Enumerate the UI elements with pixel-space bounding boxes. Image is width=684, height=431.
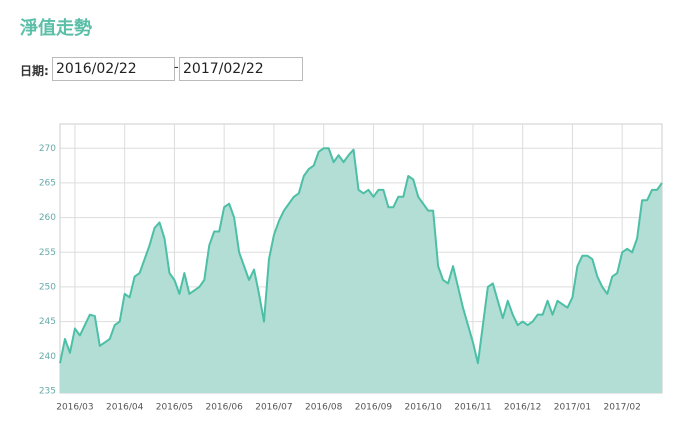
nav-line bbox=[59, 147, 663, 365]
x-tick-label: 2016/03 bbox=[56, 403, 93, 413]
date-label: 日期: bbox=[20, 64, 49, 78]
x-tick-label: 2016/08 bbox=[305, 403, 343, 413]
x-tick-label: 2016/04 bbox=[106, 403, 144, 413]
y-tick-label: 245 bbox=[39, 317, 56, 327]
y-tick-label: 235 bbox=[39, 386, 56, 396]
x-tick-label: 2016/09 bbox=[355, 403, 393, 413]
x-tick-label: 2016/07 bbox=[255, 403, 292, 413]
y-tick-label: 250 bbox=[39, 282, 56, 292]
x-tick-label: 2016/05 bbox=[156, 403, 193, 413]
y-tick-label: 260 bbox=[39, 213, 56, 223]
x-tick-label: 2016/12 bbox=[504, 403, 541, 413]
x-tick-label: 2016/11 bbox=[454, 403, 491, 413]
area-fill bbox=[60, 148, 662, 393]
y-tick-label: 240 bbox=[39, 352, 56, 362]
y-tick-label: 265 bbox=[39, 178, 56, 188]
x-tick-label: 2016/06 bbox=[205, 403, 243, 413]
x-tick-label: 2016/10 bbox=[404, 403, 442, 413]
page-title: 淨值走勢 bbox=[20, 18, 92, 39]
end-date-input[interactable]: 2017/02/22 bbox=[179, 57, 303, 81]
y-tick-label: 270 bbox=[39, 144, 56, 154]
x-tick-label: 2017/02 bbox=[604, 403, 641, 413]
x-tick-label: 2017/01 bbox=[554, 403, 591, 413]
date-separator: - bbox=[174, 60, 179, 75]
y-tick-label: 255 bbox=[39, 248, 56, 258]
start-date-input[interactable]: 2016/02/22 bbox=[52, 57, 175, 81]
